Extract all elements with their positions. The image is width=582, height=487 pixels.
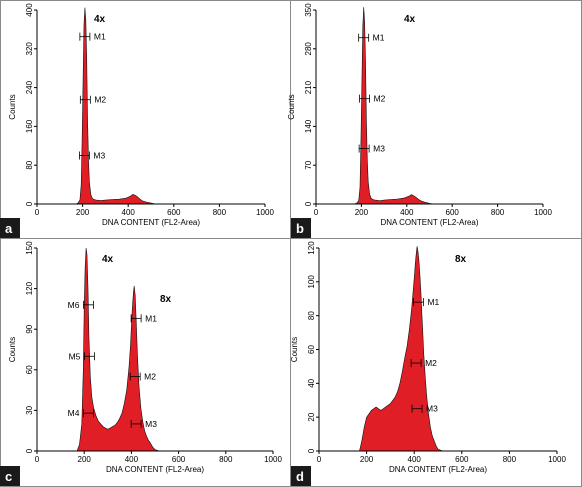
x-tick-label: 200 xyxy=(360,455,374,464)
x-tick-label: 800 xyxy=(503,455,517,464)
x-tick-label: 600 xyxy=(172,455,186,464)
panel-c-letter: c xyxy=(5,469,12,484)
panel-d-badge: d xyxy=(291,466,311,486)
y-tick-label: 80 xyxy=(25,160,34,169)
x-tick-label: 1000 xyxy=(534,208,552,217)
x-tick-label: 0 xyxy=(35,455,40,464)
marker-label-m1: M1 xyxy=(94,32,106,42)
x-tick-label: 400 xyxy=(125,455,139,464)
histogram-area-d xyxy=(359,246,443,452)
x-tick-label: 1000 xyxy=(256,208,274,217)
y-tick-label: 0 xyxy=(25,448,34,453)
panel-a-badge: a xyxy=(0,218,20,238)
histogram-area-b xyxy=(354,7,435,205)
histogram-panel-c: 0 200 400 600 800 1000 0 30 60 90 120 150 DNA CONTEN… xyxy=(8,241,282,474)
annotation-4x: 4x xyxy=(404,14,416,25)
x-tick-label: 600 xyxy=(455,455,469,464)
panel-d-letter: d xyxy=(296,469,304,484)
y-tick-label: 60 xyxy=(307,345,316,354)
y-tick-label: 80 xyxy=(307,311,316,320)
annotation-8x: 8x xyxy=(160,294,172,305)
y-tick-label: 120 xyxy=(307,241,316,255)
marker-label-m4: M4 xyxy=(68,408,80,418)
x-axis-label: DNA CONTENT (FL2-Area) xyxy=(380,218,478,227)
x-tick-label: 1000 xyxy=(548,455,566,464)
marker-label-m6: M6 xyxy=(68,300,80,310)
y-tick-label: 60 xyxy=(25,365,34,374)
x-axis-label: DNA CONTENT (FL2-Area) xyxy=(389,465,487,474)
histogram-panel-d: 0 200 400 600 800 1000 0 20 40 60 80 100 120 DNA CONT… xyxy=(290,241,566,474)
x-tick-label: 200 xyxy=(78,455,92,464)
x-axis-label: DNA CONTENT (FL2-Area) xyxy=(102,218,200,227)
marker-label-m1: M1 xyxy=(427,297,439,307)
x-tick-label: 200 xyxy=(355,208,369,217)
y-tick-label: 70 xyxy=(304,160,313,169)
histogram-panel-b: 0 200 400 600 800 1000 0 70 140 210 280 350 DNA CONT… xyxy=(287,3,552,227)
histogram-area-a xyxy=(75,7,156,205)
y-axis-label: Counts xyxy=(8,94,17,119)
marker-label-m1: M1 xyxy=(373,33,385,43)
panel-b-badge: b xyxy=(291,218,311,238)
panel-a-letter: a xyxy=(5,221,13,236)
y-tick-label: 0 xyxy=(25,201,34,206)
y-axis-label: Counts xyxy=(287,94,296,119)
x-tick-label: 0 xyxy=(314,208,319,217)
annotation-4x: 4x xyxy=(94,14,106,25)
marker-label-m2: M2 xyxy=(374,94,386,104)
x-tick-label: 800 xyxy=(213,208,227,217)
x-tick-label: 400 xyxy=(122,208,136,217)
marker-label-m3: M3 xyxy=(145,419,157,429)
y-tick-label: 90 xyxy=(25,324,34,333)
marker-label-m1: M1 xyxy=(145,313,157,323)
x-tick-label: 1000 xyxy=(264,455,282,464)
y-axis-label: Counts xyxy=(290,337,299,362)
histogram-area-c xyxy=(76,247,160,452)
panel-c-badge: c xyxy=(0,466,20,486)
y-tick-label: 350 xyxy=(304,3,313,17)
x-axis-label: DNA CONTENT (FL2-Area) xyxy=(106,465,204,474)
y-tick-label: 160 xyxy=(25,119,34,133)
y-tick-label: 0 xyxy=(304,201,313,206)
annotation-4x: 4x xyxy=(102,254,114,265)
x-tick-label: 0 xyxy=(35,208,40,217)
marker-label-m2: M2 xyxy=(144,372,156,382)
marker-label-m2: M2 xyxy=(425,358,437,368)
y-tick-label: 210 xyxy=(304,80,313,94)
marker-label-m3: M3 xyxy=(93,151,105,161)
marker-label-m5: M5 xyxy=(69,351,81,361)
x-tick-label: 800 xyxy=(491,208,505,217)
x-tick-label: 800 xyxy=(219,455,233,464)
x-tick-label: 400 xyxy=(408,455,422,464)
y-tick-label: 0 xyxy=(307,448,316,453)
panel-b-letter: b xyxy=(296,221,304,236)
y-tick-label: 30 xyxy=(25,405,34,414)
panel-b-frame xyxy=(290,0,582,239)
x-tick-label: 600 xyxy=(167,208,181,217)
y-tick-label: 240 xyxy=(25,80,34,94)
y-tick-label: 120 xyxy=(25,281,34,295)
y-tick-label: 20 xyxy=(307,412,316,421)
marker-label-m3: M3 xyxy=(373,144,385,154)
y-tick-label: 150 xyxy=(25,241,34,255)
x-tick-label: 200 xyxy=(76,208,90,217)
x-tick-label: 600 xyxy=(446,208,460,217)
y-tick-label: 40 xyxy=(307,378,316,387)
y-tick-label: 280 xyxy=(304,42,313,56)
y-tick-label: 140 xyxy=(304,119,313,133)
x-tick-label: 0 xyxy=(317,455,322,464)
y-tick-label: 320 xyxy=(25,42,34,56)
x-tick-label: 400 xyxy=(400,208,414,217)
y-tick-label: 400 xyxy=(25,3,34,17)
y-tick-label: 100 xyxy=(307,275,316,289)
marker-label-m2: M2 xyxy=(94,95,106,105)
annotation-8x: 8x xyxy=(455,254,467,265)
marker-label-m3: M3 xyxy=(426,404,438,414)
y-axis-label: Counts xyxy=(8,337,17,362)
